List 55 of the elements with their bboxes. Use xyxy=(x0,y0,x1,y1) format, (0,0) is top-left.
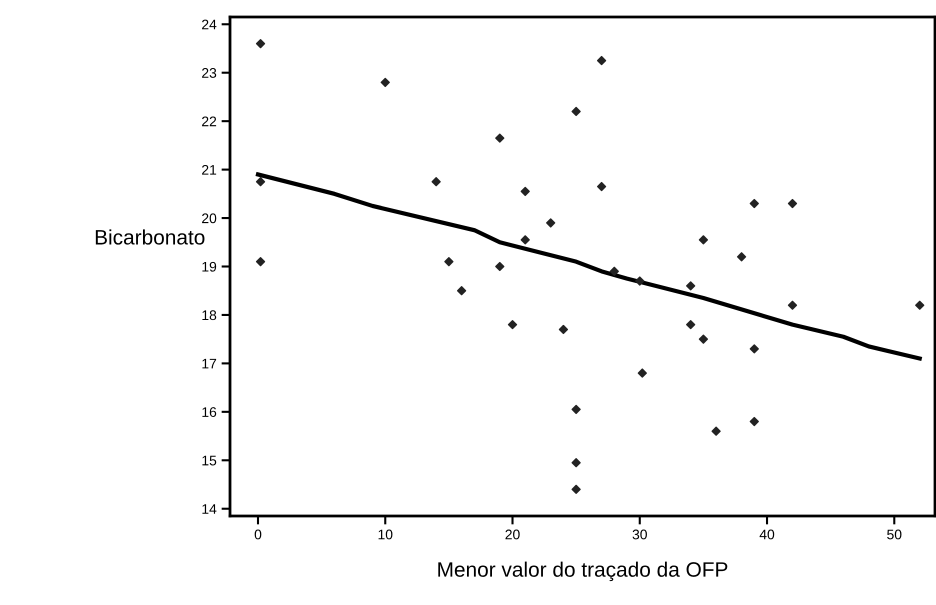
point xyxy=(610,266,619,276)
y-tick-label: 14 xyxy=(202,504,216,514)
point xyxy=(596,56,606,66)
point xyxy=(508,320,518,330)
point xyxy=(572,458,581,468)
point xyxy=(495,262,504,272)
point xyxy=(788,198,798,208)
point xyxy=(750,344,759,354)
x-tick-label: 30 xyxy=(632,530,647,540)
point xyxy=(495,133,504,143)
y-tick-label: 17 xyxy=(202,358,216,368)
point xyxy=(915,300,924,310)
y-tick-label: 15 xyxy=(202,456,216,466)
x-tick-label: 10 xyxy=(378,530,392,540)
point xyxy=(256,39,266,48)
point xyxy=(444,257,454,266)
y-tick-label: 21 xyxy=(202,164,216,175)
y-tick-label: 22 xyxy=(202,116,216,126)
y-tick-label: 16 xyxy=(202,407,216,418)
x-tick-label: 20 xyxy=(505,530,520,540)
x-axis-title: Menor valor do traçado da OFP xyxy=(438,562,728,582)
point xyxy=(698,235,708,244)
x-tick-label: 40 xyxy=(760,530,774,540)
point xyxy=(736,252,746,262)
y-tick-label: 24 xyxy=(202,20,216,30)
point xyxy=(635,276,644,286)
point xyxy=(520,186,530,196)
point xyxy=(572,106,581,116)
point xyxy=(456,286,466,296)
point xyxy=(256,177,266,186)
point xyxy=(520,235,530,244)
point xyxy=(256,257,266,266)
point xyxy=(558,324,568,334)
point xyxy=(686,281,696,291)
y-tick-label: 18 xyxy=(202,310,216,320)
y-tick-label: 19 xyxy=(202,262,216,272)
point xyxy=(572,484,581,494)
point xyxy=(711,426,721,436)
point xyxy=(572,404,581,414)
line-series xyxy=(256,172,922,361)
point xyxy=(638,368,647,378)
point xyxy=(596,182,606,192)
x-tick-label: 50 xyxy=(887,530,902,540)
y-axis-title: Bicarbonato xyxy=(96,229,204,245)
y-tick-label: 23 xyxy=(202,68,216,78)
point xyxy=(546,218,556,228)
point xyxy=(686,320,696,330)
y-tick-label: 20 xyxy=(202,213,216,224)
x-tick-label: 0 xyxy=(254,530,262,540)
point xyxy=(750,198,759,208)
point xyxy=(432,177,441,186)
point xyxy=(380,78,390,88)
point xyxy=(698,334,708,344)
point xyxy=(750,416,759,426)
point xyxy=(788,300,798,310)
